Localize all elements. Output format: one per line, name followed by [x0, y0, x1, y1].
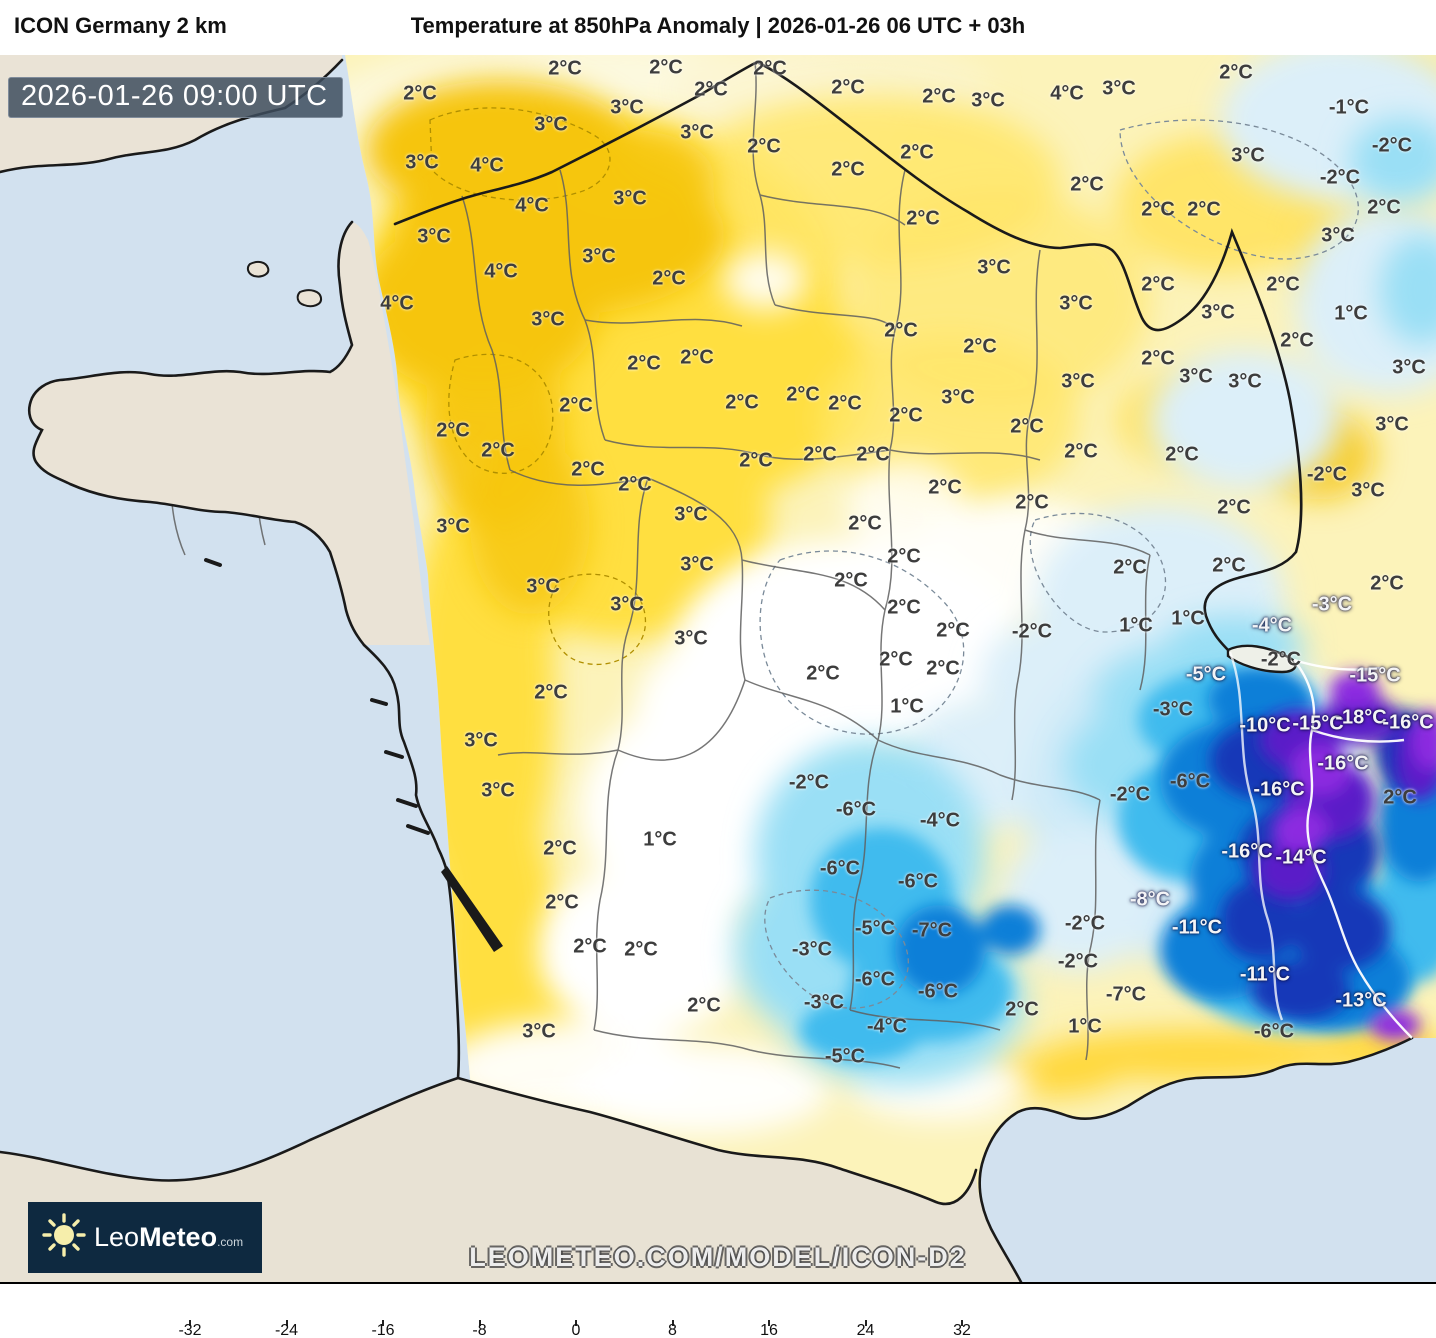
gironde-estuary	[441, 866, 503, 952]
colorbar-tick-label: 0	[571, 1322, 581, 1338]
colorbar-tick	[478, 1320, 481, 1326]
coastlines-borders	[0, 58, 1414, 1284]
channel-island	[296, 289, 323, 308]
pyrenees-border	[456, 1076, 978, 1206]
channel-coast	[393, 60, 759, 226]
logo-text: LeoMeteo.com	[94, 1222, 244, 1252]
colorbar-tick-label: -32	[178, 1322, 202, 1338]
anomaly-field	[345, 55, 1436, 1284]
colorbar-tick	[285, 1320, 288, 1326]
page-title: Temperature at 850hPa Anomaly | 2026-01-…	[410, 13, 1026, 38]
anomaly-contours	[429, 107, 1359, 1009]
colorbar-tick-label: 24	[856, 1322, 875, 1338]
colorbar-tick-label: -24	[274, 1322, 299, 1338]
colorbar-tick	[864, 1320, 867, 1326]
colorbar-tick	[768, 1320, 770, 1326]
footer-bar: nan °C nan °C ZIELIŃSKI ROBERT HELLO@ROB…	[0, 1284, 1436, 1338]
brittany-coast	[28, 220, 366, 647]
alpine-borders	[1228, 651, 1413, 1039]
channel-island	[246, 260, 270, 278]
northeast-border	[755, 60, 1303, 654]
atlantic-islands	[204, 558, 430, 835]
leometeo-logo[interactable]: LeoMeteo.com	[28, 1202, 262, 1273]
map-canvas	[0, 55, 1436, 1284]
watermark-url: LEOMETEO.COM/MODEL/ICON-D2	[469, 1242, 967, 1272]
atlantic-coast	[362, 643, 461, 1080]
sun-icon	[42, 1213, 86, 1262]
colorbar-tick-label: 16	[760, 1322, 778, 1338]
mediterranean-coast	[978, 1036, 1414, 1284]
france-temperature-anomaly-map	[0, 55, 1436, 1284]
colorbar-tick-label: -8	[472, 1322, 487, 1338]
colorbar-tick	[961, 1320, 963, 1326]
colorbar-tick	[671, 1320, 674, 1326]
cold-purple-region	[1255, 672, 1436, 1040]
brittany-landmass	[29, 222, 431, 645]
model-name: ICON Germany 2 km	[14, 13, 227, 38]
valid-time-overlay: 2026-01-26 09:00 UTC	[8, 77, 343, 118]
colorbar-tick-label: 8	[668, 1322, 677, 1338]
colorbar-tick	[189, 1320, 191, 1326]
colorbar-tick-label: -16	[371, 1322, 395, 1338]
colorbar-tick	[382, 1320, 384, 1326]
colorbar-tick	[575, 1320, 577, 1326]
colorbar-tick-label: 32	[953, 1322, 971, 1338]
spain-north-coast	[0, 1076, 460, 1182]
mediterranean-sea	[979, 1038, 1436, 1284]
header-bar: ICON Germany 2 km Temperature at 850hPa …	[0, 0, 1436, 55]
lake-geneva	[1226, 644, 1297, 674]
